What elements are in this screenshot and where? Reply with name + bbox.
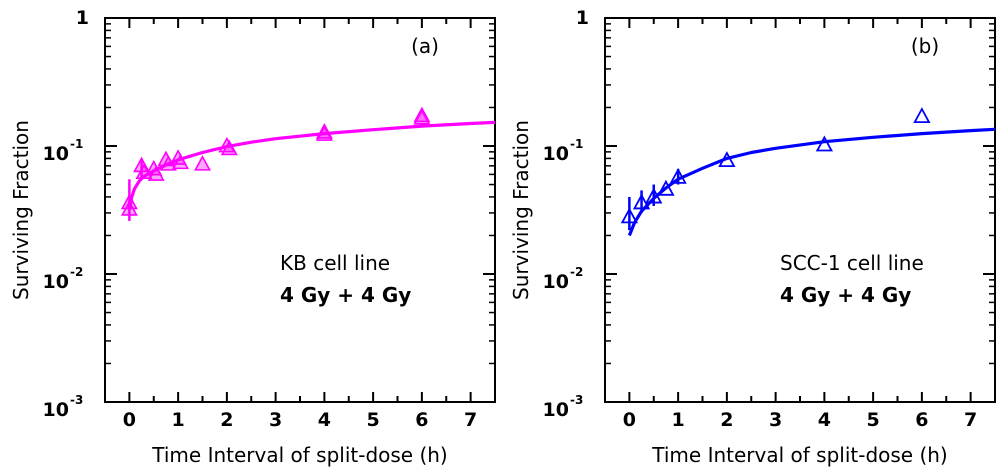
- data-point: [632, 193, 651, 210]
- x-tick-label: 5: [867, 409, 880, 431]
- y-tick-label: 10: [543, 271, 569, 293]
- x-tick-label: 6: [915, 409, 928, 431]
- y-tick-exponent: -2: [70, 265, 83, 279]
- data-point: [645, 187, 663, 204]
- data-point: [315, 125, 333, 141]
- x-axis-title: Time Interval of split-dose (h): [651, 443, 947, 467]
- x-tick-label: 1: [672, 409, 685, 431]
- data-point: [620, 207, 639, 224]
- x-tick-label: 3: [269, 409, 282, 431]
- y-axis-title: Surviving Fraction: [9, 120, 33, 300]
- x-tick-label: 6: [415, 409, 428, 431]
- y-tick-label: 10: [543, 143, 569, 165]
- plot-area: [620, 107, 995, 237]
- annotation-dose: 4 Gy + 4 Gy: [280, 283, 411, 307]
- x-tick-label: 3: [769, 409, 782, 431]
- y-tick-label: 10: [43, 143, 69, 165]
- x-tick-label: 2: [720, 409, 733, 431]
- data-point: [120, 200, 138, 216]
- x-tick-label: 4: [318, 409, 331, 431]
- panel-label: (a): [411, 34, 439, 58]
- data-point: [194, 155, 211, 171]
- y-tick-label: 10: [43, 399, 69, 421]
- x-tick-label: 0: [623, 409, 636, 431]
- y-tick-label: 1: [76, 7, 89, 29]
- x-tick-label: 0: [123, 409, 136, 431]
- fit-curve: [627, 127, 995, 237]
- panel-label: (b): [911, 34, 939, 58]
- plot-area: [120, 106, 495, 221]
- y-axis-title: Surviving Fraction: [509, 120, 533, 300]
- y-tick-exponent: -1: [70, 137, 83, 151]
- annotation-dose: 4 Gy + 4 Gy: [780, 283, 911, 307]
- data-point: [815, 135, 834, 152]
- fit-curve: [127, 120, 495, 210]
- y-tick-label: 1: [576, 7, 589, 29]
- x-tick-label: 7: [964, 409, 977, 431]
- x-tick-label: 4: [818, 409, 831, 431]
- data-point: [913, 107, 931, 124]
- plot-frame: [104, 17, 496, 403]
- annotation-cell-line: KB cell line: [280, 251, 390, 275]
- x-tick-label: 2: [220, 409, 233, 431]
- data-point: [718, 151, 736, 168]
- y-tick-label: 10: [43, 271, 69, 293]
- y-tick-label: 10: [543, 399, 569, 421]
- y-tick-exponent: -3: [70, 393, 83, 407]
- data-point: [657, 179, 675, 196]
- y-tick-exponent: -2: [570, 265, 583, 279]
- data-point: [220, 139, 238, 156]
- x-tick-label: 1: [172, 409, 185, 431]
- y-tick-exponent: -3: [570, 393, 583, 407]
- y-tick-exponent: -1: [570, 137, 583, 151]
- x-tick-label: 5: [367, 409, 380, 431]
- data-point: [669, 167, 687, 184]
- x-axis-title: Time Interval of split-dose (h): [151, 443, 447, 467]
- x-tick-label: 7: [464, 409, 477, 431]
- annotation-cell-line: SCC-1 cell line: [780, 251, 924, 275]
- data-point: [413, 108, 431, 125]
- data-point: [172, 153, 190, 170]
- plot-frame: [604, 17, 996, 403]
- data-point: [147, 165, 165, 181]
